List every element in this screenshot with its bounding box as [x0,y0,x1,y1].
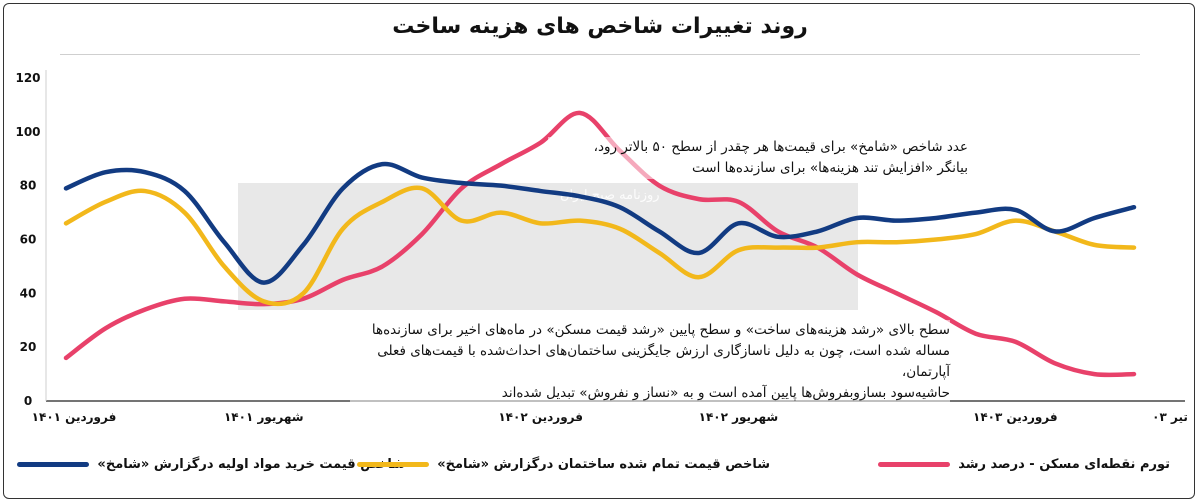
chart-legend: شاخص قیمت خرید مواد اولیه درگزارش «شامخ»… [0,452,1200,480]
y-tick-label: 80 [20,179,37,193]
x-tick-label: تیر ۰۳ [1152,410,1188,424]
legend-label: شاخص قیمت خرید مواد اولیه درگزارش «شامخ» [97,456,405,472]
y-tick-label: 20 [20,340,37,354]
y-tick-label: 60 [20,233,37,247]
chart-frame [3,3,1195,499]
y-tick-label: 120 [15,71,40,85]
series-line [63,185,1137,307]
series-line [63,161,1137,285]
series-line [63,110,1137,378]
annotation-top-line: بیانگر «افزایش تند هزینه‌ها» برای سازنده… [692,160,968,176]
annotation-bottom: سطح بالای «رشد هزینه‌های ساخت» و سطح پای… [350,320,950,404]
annotation-top-line: عدد شاخص «شامخ» برای قیمت‌ها هر چقدر از … [593,139,968,155]
annotation-bottom-line: حاشیه‌سود بسازوبفروش‌ها پایین آمده است و… [501,385,950,401]
x-tick-label: فروردین ۱۴۰۳ [973,410,1058,425]
y-tick-label: 0 [24,394,32,408]
chart-title: روند تغییرات شاخص های هزینه ساخت [392,14,808,39]
legend-item: شاخص قیمت تمام شده ساختمان درگزارش «شامخ… [357,452,770,476]
legend-swatch-icon [878,461,951,467]
annotation-bottom-line: سطح بالای «رشد هزینه‌های ساخت» و سطح پای… [371,322,950,338]
x-tick-label: فروردین ۱۴۰۱ [32,410,117,425]
annotation-bottom-line: مساله شده است، چون به دلیل ناسازگاری ارز… [377,343,950,380]
legend-swatch-icon [357,461,430,467]
x-tick-label: شهریور ۱۴۰۱ [224,410,304,425]
x-tick-label: شهریور ۱۴۰۲ [699,410,779,425]
legend-item: تورم نقطه‌ای مسکن - درصد رشد [878,452,1170,476]
y-tick-label: 100 [15,125,40,139]
legend-label: تورم نقطه‌ای مسکن - درصد رشد [958,456,1170,472]
legend-label: شاخص قیمت تمام شده ساختمان درگزارش «شامخ… [437,456,770,472]
annotation-top: عدد شاخص «شامخ» برای قیمت‌ها هر چقدر از … [548,137,968,179]
legend-swatch-icon [17,461,90,467]
legend-item: شاخص قیمت خرید مواد اولیه درگزارش «شامخ» [17,452,405,476]
x-tick-label: فروردین ۱۴۰۲ [498,410,583,425]
y-tick-label: 40 [20,286,37,300]
title-divider [60,54,1140,55]
